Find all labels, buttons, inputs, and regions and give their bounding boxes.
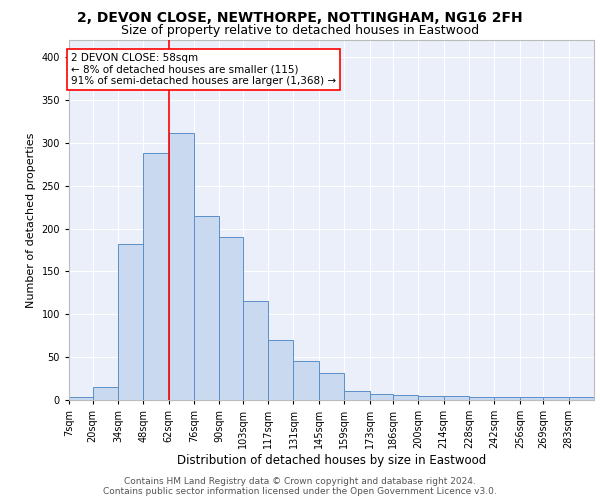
Bar <box>293 362 319 400</box>
Bar <box>469 398 494 400</box>
Bar <box>544 398 569 400</box>
Text: Size of property relative to detached houses in Eastwood: Size of property relative to detached ho… <box>121 24 479 37</box>
Bar <box>393 395 418 400</box>
Text: Contains HM Land Registry data © Crown copyright and database right 2024.
Contai: Contains HM Land Registry data © Crown c… <box>103 476 497 496</box>
Bar <box>92 387 118 400</box>
Bar <box>344 390 370 400</box>
Bar <box>118 244 143 400</box>
Text: 2, DEVON CLOSE, NEWTHORPE, NOTTINGHAM, NG16 2FH: 2, DEVON CLOSE, NEWTHORPE, NOTTINGHAM, N… <box>77 11 523 25</box>
Bar <box>69 398 92 400</box>
Bar <box>268 340 293 400</box>
Bar <box>370 394 393 400</box>
Bar <box>219 237 243 400</box>
Bar <box>444 396 469 400</box>
Bar <box>319 372 344 400</box>
Bar <box>569 398 594 400</box>
Bar <box>418 396 444 400</box>
Bar <box>520 398 544 400</box>
Y-axis label: Number of detached properties: Number of detached properties <box>26 132 36 308</box>
Bar <box>494 398 520 400</box>
Bar <box>143 153 169 400</box>
Bar <box>169 132 194 400</box>
Bar <box>243 302 268 400</box>
X-axis label: Distribution of detached houses by size in Eastwood: Distribution of detached houses by size … <box>177 454 486 467</box>
Bar <box>194 216 219 400</box>
Text: 2 DEVON CLOSE: 58sqm
← 8% of detached houses are smaller (115)
91% of semi-detac: 2 DEVON CLOSE: 58sqm ← 8% of detached ho… <box>71 53 336 86</box>
